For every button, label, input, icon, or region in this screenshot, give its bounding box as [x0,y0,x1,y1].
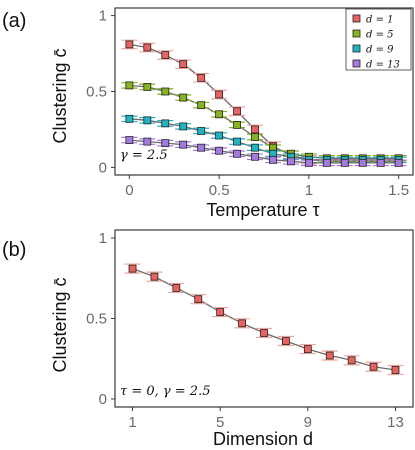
panel-a-data-point [179,122,188,131]
panel-b-x-tick-label: 9 [304,414,312,431]
panel-a-data-point [233,137,241,146]
panel-b: (b) Clustering c̄ Dimension d 0 0.5 1 1 5 9 13… [2,229,414,449]
panel-a-data-point [143,137,152,146]
panel-a-data-point [125,81,134,90]
panel-a-data-point [287,157,295,166]
panel-a-series-line [129,84,399,159]
panel-b-plot-area: 0 0.5 1 1 5 9 13 [86,230,404,431]
panel-a-label: (a) [2,10,26,32]
panel-b-data-point [391,366,400,374]
panel-a-data-point [143,83,152,91]
panel-a-data-point [143,43,152,52]
panel-a-data-point [179,60,188,69]
panel-b-data-point [150,272,159,281]
panel-a-data-point [358,158,367,167]
legend-swatch [352,14,361,23]
panel-a-data-point [197,101,206,110]
panel-a-x-tick-label: 1.5 [388,182,409,199]
panel-b-data-point [128,264,137,273]
panel-b-y-tick-label: 0.5 [86,311,107,328]
panel-a-data-point [394,158,403,167]
panel-a-data-point [322,158,331,167]
panel-b-x-axis-title: Dimension d [213,429,313,449]
panel-a-y-tick-label: 0 [99,159,107,176]
panel-b-plot-frame [114,229,414,408]
panel-b-data-point [303,345,312,353]
panel-a-data-point [197,143,206,152]
panel-a-data-point [233,149,241,158]
panel-a-series-line [129,139,399,164]
panel-a-data-point [376,158,385,167]
panel-b-data-point [282,337,290,345]
panel-a-data-point [161,87,170,96]
panel-a-data-point [269,155,277,164]
legend-swatch [352,44,361,53]
panel-b-x-tick-label: 1 [128,414,136,431]
panel-a-data-point [161,139,170,148]
panel-b-data-point [260,329,268,337]
panel-a-y-axis-title: Clustering c̄ [50,48,70,143]
panel-b-y-tick-label: 0 [99,391,107,408]
panel-b-data-point [238,319,246,328]
panel-b-data-point [369,362,378,371]
panel-b-x-tick-label: 13 [387,414,404,431]
panel-a-data-point [125,40,134,49]
legend-swatch [352,29,361,38]
panel-a-data-point [233,107,241,116]
panel-a-data-point [340,158,349,167]
legend-entries: d = 1 d = 5 d = 9 d = 13 [352,14,400,71]
panel-a-data-point [215,90,224,99]
panel-a-annotation: γ = 2.5 [120,148,168,163]
panel-a-data-point [215,146,224,155]
panel-a-plot-area: 0 0.5 1 0 0.5 1 1.5 [86,8,409,199]
legend-swatch [352,59,361,68]
panel-b-x-tick-label: 5 [216,414,224,431]
panel-a-data-point [125,136,134,144]
panel-b-data-point [216,308,225,316]
panel-a-data-point [215,131,224,140]
legend-label: d = 1 [366,15,394,26]
panel-a-y-tick-label: 1 [99,8,107,25]
panel-a-data-point [251,133,259,141]
panel-b-y-tick-label: 1 [99,230,107,247]
panel-a-series [121,136,407,167]
legend-label: d = 9 [366,45,394,56]
panel-a-legend: d = 1 d = 5 d = 9 d = 13 [345,8,412,71]
panel-b-y-axis-title: Clustering c̄ [50,277,70,372]
panel-a-data-point [197,73,206,82]
panel-a-y-tick-label: 0.5 [86,84,107,101]
panel-a-series-line [129,43,399,162]
panel-a-x-tick-label: 0.5 [209,182,230,199]
panel-a-x-tick-label: 1 [305,182,313,199]
panel-a-data-point [251,125,259,134]
panel-a-data-point [125,114,134,123]
panel-b-data-point [325,351,334,360]
panel-a-data-point [304,158,313,167]
legend-label: d = 13 [366,60,400,71]
legend-label: d = 5 [366,30,394,41]
panel-a: (a) Clustering c̄ Temperature τ 0 0.5 1 0 0.… [2,7,414,220]
panel-a-data-point [233,121,241,129]
panel-a-data-point [143,116,152,125]
panel-b-annotation: τ = 0, γ = 2.5 [120,384,211,399]
panel-a-series-line [129,118,399,161]
panel-a-x-tick-label: 0 [125,182,133,199]
panel-a-data-point [179,93,188,102]
panel-a-data-point [161,51,170,59]
panel-a-data-point [179,140,188,149]
panel-a-data-point [215,110,224,119]
panel-a-data-point [251,143,259,152]
panel-b-data-point [347,356,356,365]
panel-a-data-point [161,119,170,128]
panel-b-data-point [194,295,203,304]
panel-a-data-point [251,152,259,161]
panel-b-series [124,263,404,376]
panel-b-label: (b) [2,239,26,261]
panel-b-data-point [172,284,181,292]
panel-a-x-axis-title: Temperature τ [206,200,319,220]
panel-a-data-point [197,127,206,135]
